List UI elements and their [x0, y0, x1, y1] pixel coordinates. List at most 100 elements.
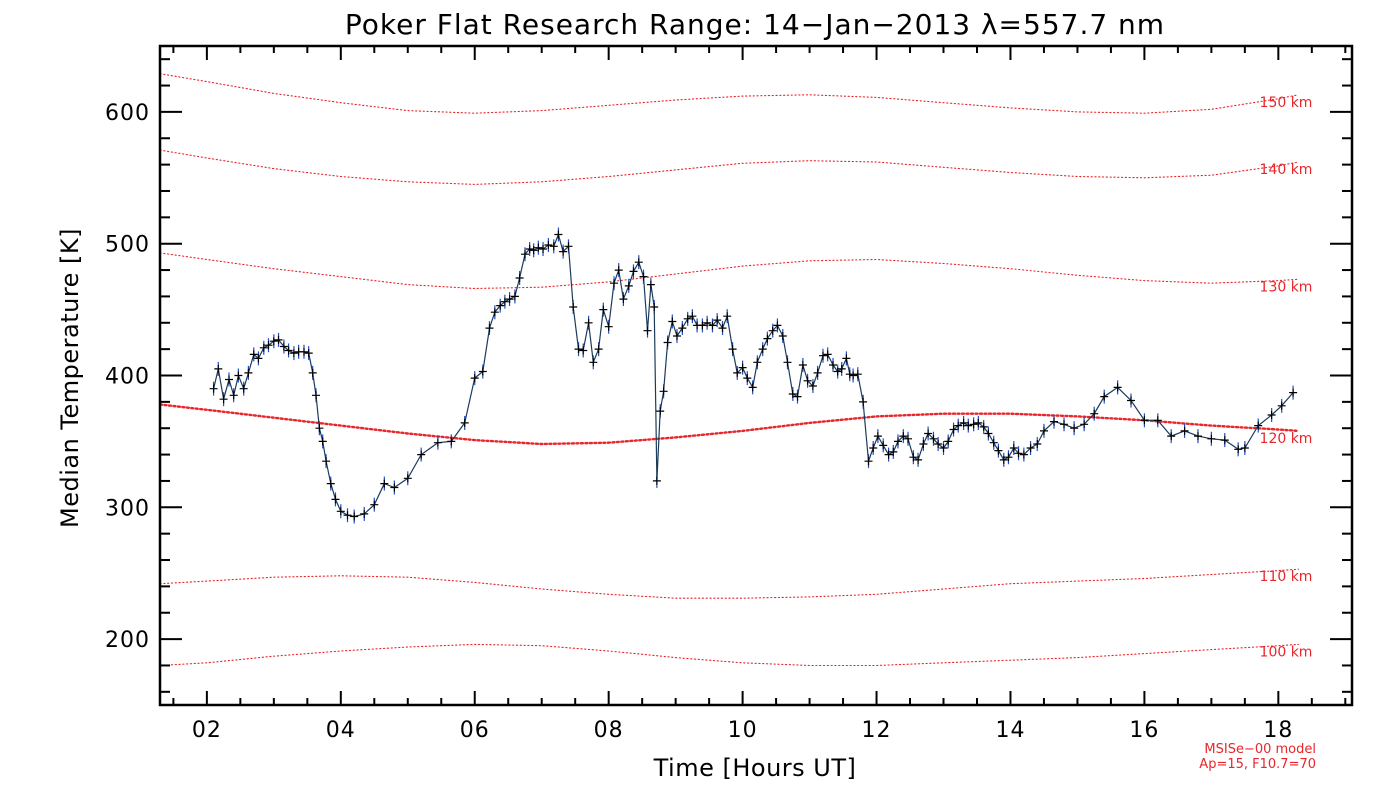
data-point: [579, 346, 588, 355]
data-point: [624, 281, 633, 290]
data-point: [959, 418, 968, 427]
data-point: [668, 317, 677, 326]
data-point: [793, 392, 802, 401]
data-point: [380, 479, 389, 488]
data-point: [322, 457, 331, 466]
data-point: [643, 326, 652, 335]
data-point: [604, 322, 613, 331]
data-point: [829, 361, 837, 369]
data-point: [544, 241, 553, 249]
data-point: [652, 476, 661, 485]
model-label-120km: 120 km: [1260, 431, 1313, 447]
data-point: [650, 303, 659, 311]
temperature-series: [209, 227, 1298, 524]
data-point: [994, 446, 1003, 455]
model-label-140km: 140 km: [1260, 162, 1313, 178]
data-point: [1127, 396, 1135, 405]
data-point: [924, 429, 933, 438]
data-point: [269, 337, 278, 346]
data-point: [1194, 432, 1202, 441]
data-point: [1100, 392, 1109, 401]
data-point: [315, 424, 324, 433]
data-point: [564, 242, 573, 251]
data-point: [1070, 424, 1079, 433]
x-tick-label: 14: [995, 718, 1025, 743]
x-axis-label: Time [Hours UT]: [653, 754, 857, 782]
model-label-130km: 130 km: [1260, 279, 1313, 295]
data-point: [813, 368, 822, 377]
x-tick-label: 16: [1129, 718, 1159, 743]
data-point: [748, 383, 757, 392]
data-point: [919, 440, 928, 448]
data-point: [1167, 432, 1176, 441]
data-point: [326, 479, 335, 488]
data-point: [1050, 417, 1058, 426]
data-point: [1240, 444, 1249, 452]
data-point: [989, 438, 998, 447]
y-tick-label: 400: [105, 365, 150, 390]
data-point: [773, 321, 782, 330]
data-point: [1014, 449, 1023, 458]
data-point: [1267, 411, 1276, 419]
x-tick-label: 10: [728, 718, 758, 743]
data-point: [529, 246, 538, 255]
data-point: [864, 457, 873, 466]
data-point: [803, 376, 812, 385]
data-point: [244, 368, 253, 377]
data-point: [753, 358, 762, 367]
data-point: [904, 434, 912, 443]
data-point: [614, 266, 623, 275]
data-point: [659, 387, 668, 396]
data-point: [859, 397, 868, 406]
data-point: [274, 335, 283, 344]
data-point: [698, 321, 707, 330]
y-tick-label: 600: [105, 101, 150, 126]
data-point: [728, 345, 737, 354]
data-point: [594, 345, 603, 354]
plot-axes: 02 04 06 08 10 12 14 16 18 200 300 400 500 600: [105, 44, 1354, 743]
data-point: [1009, 444, 1018, 452]
data-point: [1180, 426, 1189, 435]
data-point: [234, 371, 243, 380]
data-point: [289, 349, 298, 358]
data-point: [584, 318, 593, 327]
model-curve-130km: [159, 252, 1299, 290]
data-point: [1080, 420, 1089, 429]
data-point: [954, 421, 963, 430]
data-point: [849, 371, 858, 380]
model-curve-150km: [159, 73, 1299, 114]
model-curve-100km: [159, 643, 1299, 667]
data-point: [869, 444, 878, 452]
data-point: [219, 395, 228, 404]
data-point: [743, 374, 752, 383]
data-point: [683, 314, 692, 323]
data-point: [1207, 434, 1216, 443]
series-line: [213, 232, 1294, 518]
data-point: [979, 422, 988, 431]
model-curve-140km: [159, 149, 1299, 185]
data-point: [259, 343, 268, 352]
data-point: [279, 342, 288, 351]
data-point: [496, 301, 505, 310]
data-point: [390, 483, 399, 492]
data-point: [1289, 388, 1298, 397]
x-tick-label: 12: [862, 718, 892, 743]
y-axis-label: Median Temperature [K]: [56, 228, 84, 528]
data-point: [569, 303, 578, 311]
data-point: [663, 338, 672, 347]
data-point: [264, 341, 273, 350]
data-point: [350, 512, 359, 521]
data-point: [984, 429, 993, 438]
x-tick-label: 04: [326, 718, 356, 743]
data-point: [768, 326, 777, 335]
data-point: [515, 274, 524, 282]
data-point: [549, 242, 558, 251]
x-tick-label: 18: [1263, 718, 1293, 743]
data-point: [778, 332, 787, 340]
y-tick-label: 500: [105, 233, 150, 258]
data-point: [478, 367, 487, 376]
y-tick-label: 200: [105, 628, 150, 653]
data-point: [229, 391, 238, 400]
data-point: [884, 450, 893, 459]
model-curve-110km: [159, 568, 1299, 599]
